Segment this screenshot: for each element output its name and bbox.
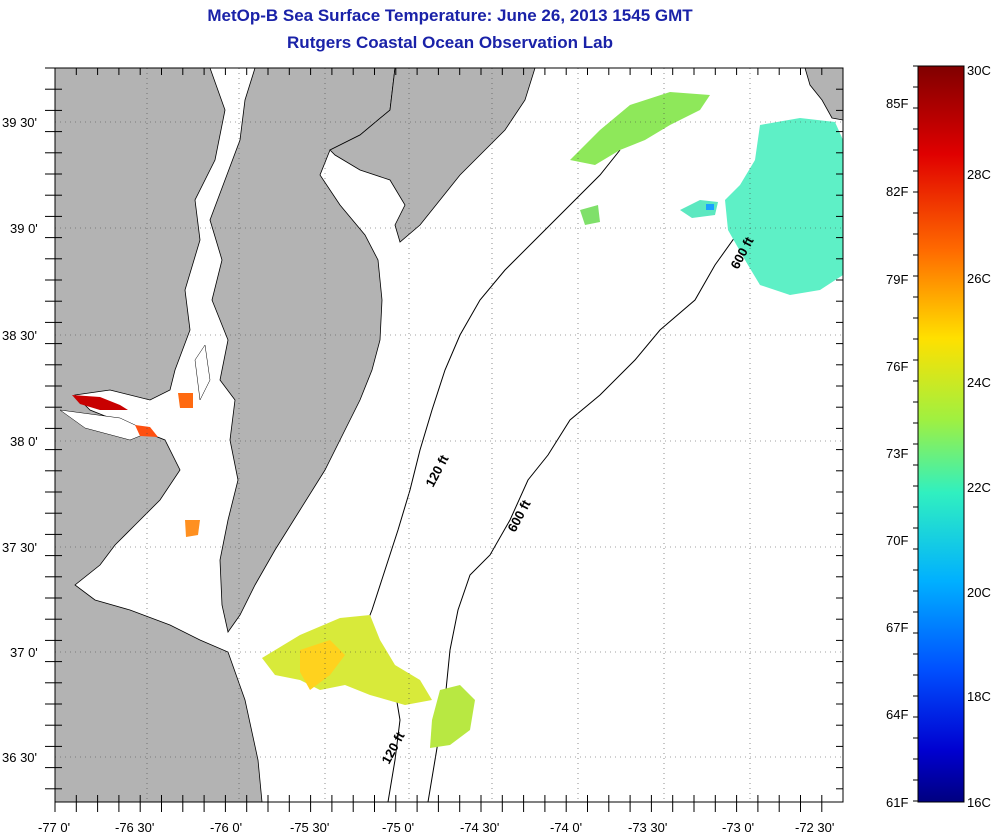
colorbar-fahrenheit-label: 85F [886, 96, 908, 111]
lon-label: -73 30' [628, 820, 667, 835]
colorbar-celsius-label: 30C [967, 63, 991, 78]
lat-label: 37 0' [10, 645, 38, 660]
colorbar-fahrenheit-label: 76F [886, 359, 908, 374]
sst-patch-bay-b [178, 393, 193, 408]
sst-patch-southern [262, 615, 432, 705]
lon-label: -77 0' [38, 820, 70, 835]
sst-patch-potomac [72, 395, 128, 410]
sst-patch-southern-warm [300, 640, 345, 690]
lat-label: 39 0' [10, 221, 38, 236]
colorbar-fahrenheit-label: 82F [886, 184, 908, 199]
colorbar-fahrenheit-label: 61F [886, 795, 908, 810]
lon-label: -75 0' [382, 820, 414, 835]
colorbar-fahrenheit-label: 70F [886, 533, 908, 548]
lat-label: 39 30' [2, 115, 37, 130]
lat-label: 37 30' [2, 540, 37, 555]
land-delmarva [209, 68, 396, 633]
sst-patch-northeast [725, 118, 843, 295]
land-western-shore [55, 68, 263, 802]
sst-patch-southeast [430, 685, 475, 748]
lat-label: 38 30' [2, 328, 37, 343]
colorbar-celsius-label: 20C [967, 585, 991, 600]
colorbar-fahrenheit-label: 79F [886, 272, 908, 287]
colorbar-celsius-label: 22C [967, 480, 991, 495]
land-new-jersey [329, 68, 536, 243]
colorbar-celsius-label: 18C [967, 689, 991, 704]
sst-patch-nj-small [580, 205, 600, 225]
sst-patch-bay-c [185, 520, 200, 537]
map-title: MetOp-B Sea Surface Temperature: June 26… [207, 6, 693, 25]
colorbar-fahrenheit-label: 73F [886, 446, 908, 461]
colorbar-scale [917, 65, 965, 803]
lon-label: -74 30' [460, 820, 499, 835]
map-frame [54, 67, 844, 803]
colorbar-celsius-label: 16C [967, 795, 991, 810]
colorbar-celsius-label: 28C [967, 167, 991, 182]
lat-label: 38 0' [10, 434, 38, 449]
lon-label: -76 30' [115, 820, 154, 835]
sst-patch-nj-offshore [570, 92, 710, 165]
colorbar-fahrenheit-label: 64F [886, 707, 908, 722]
lon-label: -76 0' [210, 820, 242, 835]
colorbar-celsius-label: 24C [967, 375, 991, 390]
lat-label: 36 30' [2, 750, 37, 765]
lon-label: -75 30' [290, 820, 329, 835]
sst-patch-bay-a [135, 425, 158, 437]
lon-label: -72 30' [795, 820, 834, 835]
map-subtitle: Rutgers Coastal Ocean Observation Lab [287, 33, 613, 52]
colorbar-fahrenheit-label: 67F [886, 620, 908, 635]
land-long-island [804, 68, 843, 121]
lon-label: -73 0' [722, 820, 754, 835]
lon-label: -74 0' [550, 820, 582, 835]
colorbar-celsius-label: 26C [967, 271, 991, 286]
